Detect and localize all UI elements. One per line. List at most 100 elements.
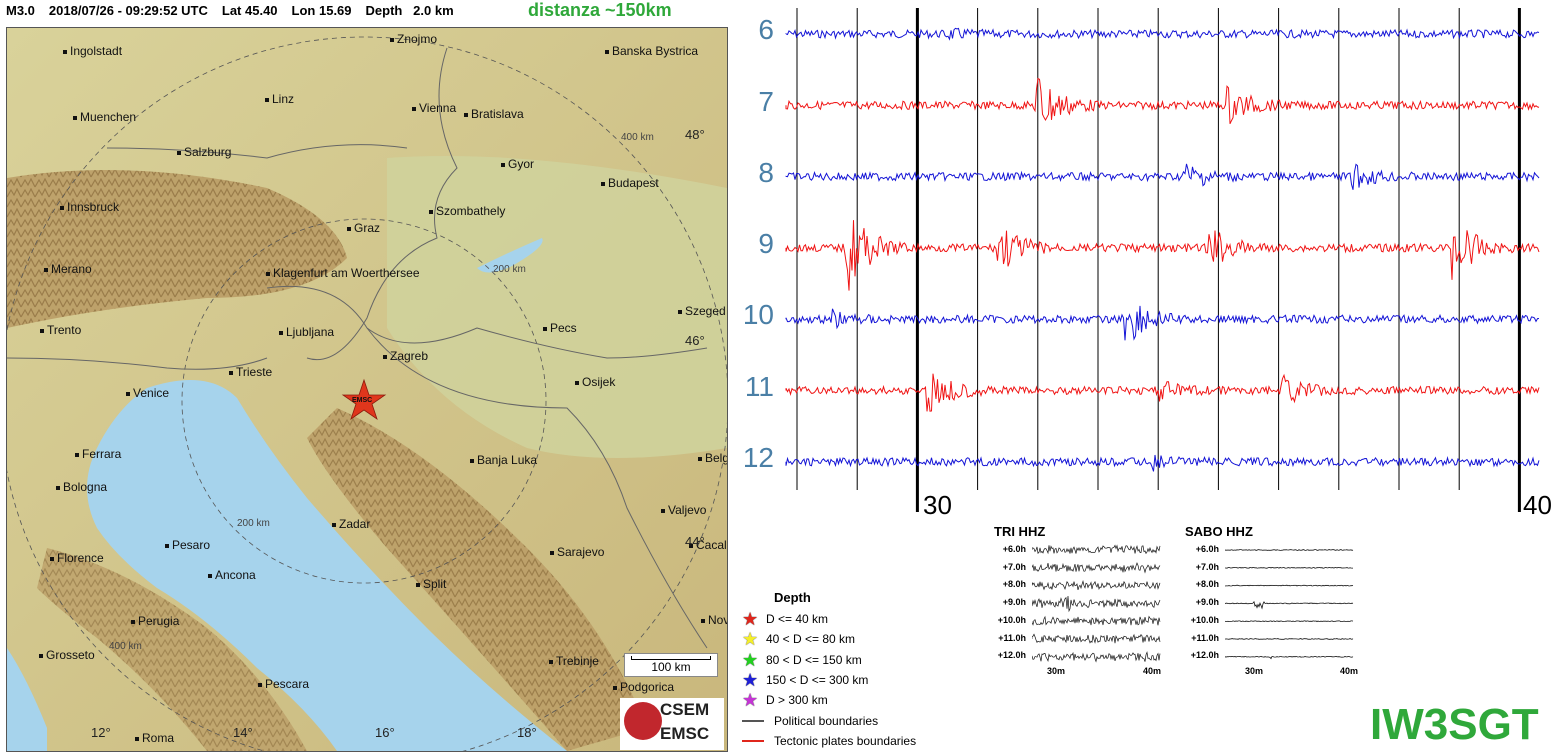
hour-label: 11 xyxy=(744,371,774,402)
station-callsign: IW3SGT xyxy=(1370,700,1539,749)
city-label: Cacal xyxy=(689,538,727,552)
sabo-row-label: +11.0h xyxy=(1191,633,1219,643)
longitude-label: 18° xyxy=(517,725,537,740)
epicenter-label: EMSC xyxy=(352,397,373,404)
ring-distance-label: 400 km xyxy=(621,132,654,143)
city-label: Sarajevo xyxy=(550,545,604,559)
mini-trace xyxy=(1225,638,1354,640)
city-label: Ingolstadt xyxy=(63,44,122,58)
lat-text: Lat 45.40 xyxy=(221,3,278,18)
city-label: Innsbruck xyxy=(60,200,119,214)
mini-trace xyxy=(1032,633,1161,644)
city-label: Ljubljana xyxy=(279,325,334,339)
datetime-text: 2018/07/26 - 09:29:52 UTC xyxy=(48,3,208,18)
city-label: Split xyxy=(416,577,446,591)
depth-text: Depth 2.0 km xyxy=(365,3,454,18)
mini-trace xyxy=(1032,544,1161,555)
city-label: Ancona xyxy=(208,568,256,582)
city-label: Merano xyxy=(44,262,92,276)
legend-item: ★ 150 < D <= 300 km xyxy=(742,670,916,690)
legend-title: Depth xyxy=(774,590,811,605)
hour-label: 9 xyxy=(758,228,774,259)
legend-item-label: 150 < D <= 300 km xyxy=(766,673,869,688)
legend-item: ★ D > 300 km xyxy=(742,690,916,710)
mini-trace xyxy=(1032,562,1161,574)
city-label: Muenchen xyxy=(73,110,136,124)
city-label: Trento xyxy=(40,323,81,337)
mini-trace xyxy=(1032,651,1161,663)
legend-item-label: D > 300 km xyxy=(766,693,828,708)
city-label: Salzburg xyxy=(177,145,231,159)
hour-label: 6 xyxy=(758,14,774,45)
city-label: Osijek xyxy=(575,375,615,389)
tri-row-label: +8.0h xyxy=(1002,579,1026,589)
minute-label: 30 xyxy=(923,490,952,520)
mini-trace xyxy=(1032,579,1161,591)
tri-row-label: +11.0h xyxy=(998,633,1026,643)
tri-row-label: +6.0h xyxy=(1002,544,1026,554)
sabo-row-label: +10.0h xyxy=(1190,615,1219,625)
city-label: Pecs xyxy=(543,321,577,335)
sabo-row-label: +8.0h xyxy=(1195,579,1219,589)
sabo-traces xyxy=(1225,549,1354,660)
legend-line-item: Tectonic plates boundaries xyxy=(742,731,916,751)
city-label: Gyor xyxy=(501,157,534,171)
seismic-trace xyxy=(785,454,1540,472)
longitude-label: 12° xyxy=(91,725,111,740)
sabo-minute-label: 30m xyxy=(1245,666,1264,676)
hour-label: 7 xyxy=(758,86,774,117)
city-label: Grosseto xyxy=(39,648,95,662)
line-swatch xyxy=(742,719,764,722)
seismic-trace xyxy=(785,373,1540,412)
map-scale-bar: 100 km xyxy=(624,653,718,677)
legend-item: ★ D <= 40 km xyxy=(742,609,916,629)
longitude-label: 16° xyxy=(375,725,395,740)
ring-distance-label: 400 km xyxy=(109,641,142,652)
scale-bar-line xyxy=(631,656,711,660)
seismic-trace xyxy=(785,77,1540,125)
legend-item-label: 40 < D <= 80 km xyxy=(766,632,856,647)
city-label: Szombathely xyxy=(429,204,505,218)
seismic-trace xyxy=(785,220,1540,291)
city-label: Banska Bystrica xyxy=(605,44,698,58)
city-label: Bratislava xyxy=(464,107,524,121)
event-header: M3.0 2018/07/26 - 09:29:52 UTC Lat 45.40 Lo… xyxy=(6,3,468,18)
star-icon: ★ xyxy=(742,670,759,691)
city-label: Novi xyxy=(701,613,727,627)
sabo-title: SABO HHZ xyxy=(1185,524,1253,539)
helicorder-plot: 6 7 8 9 10 11 12 30 40 xyxy=(730,0,1565,525)
city-label: Graz xyxy=(347,221,380,235)
mini-trace xyxy=(1225,620,1354,623)
legend-item-label: 80 < D <= 150 km xyxy=(766,652,862,667)
tri-row-label: +12.0h xyxy=(997,650,1026,660)
logo-text-csem: CSEM xyxy=(660,700,710,719)
tri-minute-label: 30m xyxy=(1047,666,1066,676)
sabo-row-label: +12.0h xyxy=(1190,650,1219,660)
city-label: Roma xyxy=(135,731,174,745)
csem-emsc-logo: CSEM EMSC xyxy=(620,698,724,750)
legend-item-label: D <= 40 km xyxy=(766,612,829,627)
city-label: Zadar xyxy=(332,517,370,531)
latitude-label: 44° xyxy=(685,534,705,549)
city-label: Zagreb xyxy=(383,349,428,363)
star-icon: ★ xyxy=(742,609,759,630)
city-label: Florence xyxy=(50,551,104,565)
city-label: Trebinje xyxy=(549,654,599,668)
star-icon: ★ xyxy=(742,629,759,650)
tri-traces xyxy=(1032,544,1161,663)
city-label: Znojmo xyxy=(390,32,437,46)
city-label: Valjevo xyxy=(661,503,706,517)
seismic-trace xyxy=(785,27,1540,41)
lon-text: Lon 15.69 xyxy=(291,3,352,18)
city-label: Ferrara xyxy=(75,447,121,461)
seismic-trace xyxy=(785,305,1540,341)
logo-circle xyxy=(624,702,662,740)
epicenter-map: Ingolstadt Znojmo Banska Bystrica Linz M… xyxy=(6,27,728,752)
tri-row-label: +7.0h xyxy=(1002,562,1026,572)
logo-text-emsc: EMSC xyxy=(660,724,710,743)
legend-line-label: Tectonic plates boundaries xyxy=(774,733,917,748)
city-label: Bologna xyxy=(56,480,107,494)
city-label: Klagenfurt am Woerthersee xyxy=(266,266,420,280)
legend-item: ★ 40 < D <= 80 km xyxy=(742,629,916,649)
star-icon: ★ xyxy=(742,690,759,711)
